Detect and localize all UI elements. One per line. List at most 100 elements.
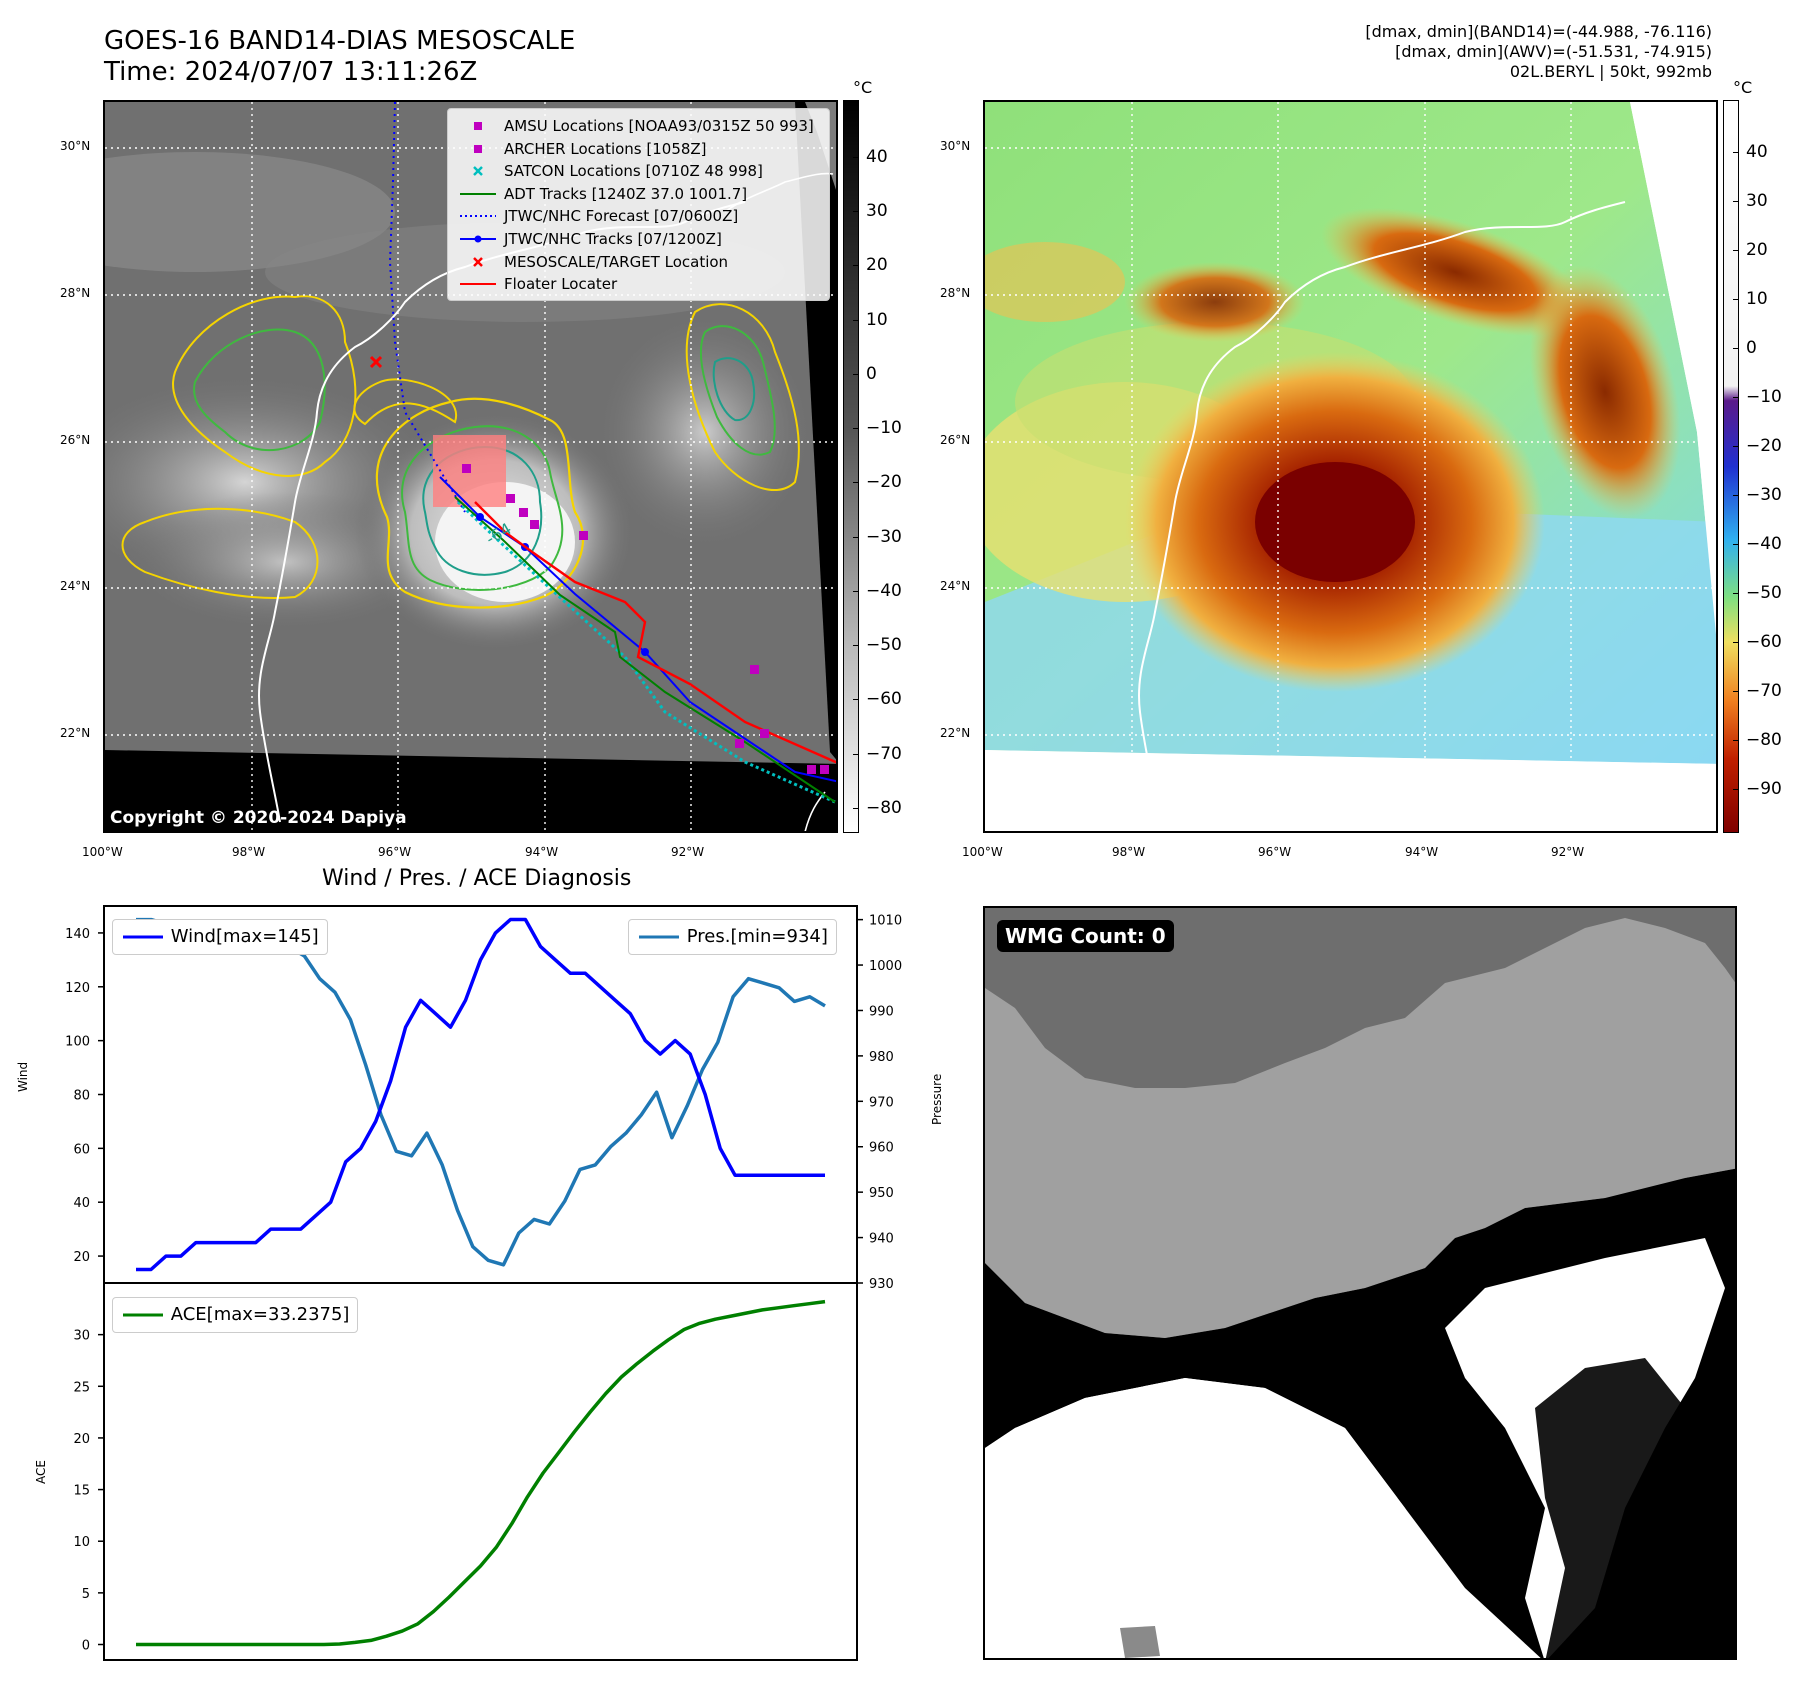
lon-label-96: 96°W [378, 845, 412, 859]
stats-line-3: 02L.BERYL | 50kt, 992mb [1509, 62, 1712, 81]
lon-label-94: 94°W [1405, 845, 1439, 859]
right-cb-tick: 20 [1733, 240, 1768, 260]
right-colorbar [1723, 100, 1739, 833]
pressure-tick-label: 970 [869, 1095, 894, 1110]
title-line-1: GOES-16 BAND14-DIAS MESOSCALE [104, 26, 576, 56]
pressure-axis-label: Pressure [930, 1073, 944, 1125]
legend-item-forecast: JTWC/NHC Forecast [07/0600Z] [456, 205, 821, 228]
lon-label-100: 100°W [82, 845, 123, 859]
wind-legend-label: Wind[max=145] [170, 926, 319, 947]
stats-header: [dmax, dmin](BAND14)=(-44.988, -76.116) … [1365, 22, 1712, 82]
square-marker-icon [458, 115, 498, 138]
ace-tick-label: 5 [82, 1587, 90, 1602]
wind-tick-label: 80 [73, 1089, 90, 1104]
ace-tick-label: 30 [73, 1329, 90, 1344]
copyright-text: Copyright © 2020-2024 Dapiya [110, 808, 407, 828]
diagnosis-title: Wind / Pres. / ACE Diagnosis [322, 866, 632, 891]
wmg-map [985, 908, 1735, 1658]
ace-legend: ACE[max=33.2375] [112, 1297, 359, 1333]
lat-label-26: 26°N [940, 433, 971, 447]
right-cb-tick: 30 [1733, 191, 1768, 211]
lon-label-94: 94°W [525, 845, 559, 859]
pressure-tick-label: 960 [869, 1141, 894, 1156]
lat-label-22: 22°N [60, 726, 91, 740]
square-marker-icon [458, 138, 498, 161]
left-cb-tick: 0 [853, 364, 877, 384]
title-line-2: Time: 2024/07/07 13:11:26Z [104, 57, 478, 87]
legend-label-tracks: JTWC/NHC Tracks [07/1200Z] [504, 229, 722, 248]
lon-label-98: 98°W [1112, 845, 1146, 859]
pressure-tick-label: 940 [869, 1232, 894, 1247]
lat-label-22: 22°N [940, 726, 971, 740]
lon-label-98: 98°W [232, 845, 266, 859]
enhanced-ir-map [985, 102, 1716, 831]
pressure-tick-label: 950 [869, 1186, 894, 1201]
left-cb-tick: 30 [853, 201, 888, 221]
ace-axis-label: ACE [34, 1460, 48, 1484]
ace-tick-label: 20 [73, 1432, 90, 1447]
x-marker-icon [458, 251, 498, 274]
left-cb-tick: −70 [853, 744, 902, 764]
left-colorbar-unit: °C [853, 78, 873, 97]
left-cb-tick: −20 [853, 472, 902, 492]
legend-label-floater: Floater Locater [504, 275, 618, 294]
left-colorbar [843, 100, 859, 833]
right-cb-tick: −40 [1733, 534, 1782, 554]
wind-tick-label: 40 [73, 1196, 90, 1211]
right-cb-tick: −90 [1733, 779, 1782, 799]
lon-label-100: 100°W [962, 845, 1003, 859]
ace-legend-label: ACE[max=33.2375] [170, 1304, 350, 1325]
pressure-tick-label: 1010 [869, 914, 902, 929]
ir-map-panel: -64 AMSU Locations [NOAA93/0315Z 50 993]… [103, 100, 838, 833]
right-cb-tick: −60 [1733, 632, 1782, 652]
lon-label-96: 96°W [1258, 845, 1292, 859]
pressure-legend-label: Pres.[min=934] [686, 926, 828, 947]
legend-label-amsu: AMSU Locations [NOAA93/0315Z 50 993] [504, 117, 814, 135]
pressure-tick-label: 990 [869, 1004, 894, 1019]
wind-axis-label: Wind [16, 1061, 30, 1092]
lat-label-28: 28°N [60, 286, 91, 300]
wind-tick-label: 140 [65, 927, 90, 942]
line-key-icon [458, 183, 498, 206]
lat-label-24: 24°N [940, 579, 971, 593]
main-title: GOES-16 BAND14-DIAS MESOSCALE Time: 2024… [104, 26, 575, 88]
left-cb-tick: −40 [853, 581, 902, 601]
legend-label-satcon: SATCON Locations [0710Z 48 998] [504, 162, 763, 181]
wind-tick-label: 100 [65, 1035, 90, 1050]
right-cb-tick: −30 [1733, 485, 1782, 505]
ace-tick-label: 25 [73, 1380, 90, 1395]
legend-item-target: MESOSCALE/TARGET Location [456, 251, 821, 274]
right-cb-tick: −80 [1733, 730, 1782, 750]
left-cb-tick: 20 [853, 255, 888, 275]
x-marker-icon [458, 160, 498, 183]
stats-line-1: [dmax, dmin](BAND14)=(-44.988, -76.116) [1365, 22, 1712, 41]
ace-plot-frame [103, 1282, 858, 1661]
stats-line-2: [dmax, dmin](AWV)=(-51.531, -74.915) [1395, 42, 1712, 61]
pressure-series-line [136, 917, 826, 1267]
line-key-icon [458, 273, 498, 296]
right-cb-tick: −50 [1733, 583, 1782, 603]
pressure-tick-label: 1000 [869, 959, 902, 974]
lat-label-30: 30°N [940, 139, 971, 153]
right-cb-tick: −10 [1733, 387, 1782, 407]
legend-label-target: MESOSCALE/TARGET Location [504, 252, 729, 271]
dotted-line-key-icon [458, 205, 498, 228]
lat-label-28: 28°N [940, 286, 971, 300]
pressure-tick-label: 980 [869, 1050, 894, 1065]
wind-tick-label: 20 [73, 1250, 90, 1265]
legend-item-adt: ADT Tracks [1240Z 37.0 1001.7] [456, 183, 821, 206]
wmg-panel: WMG Count: 0 [983, 906, 1737, 1660]
left-cb-tick: −30 [853, 527, 902, 547]
wind-tick-label: 60 [73, 1142, 90, 1157]
wind-series-line [136, 917, 825, 1272]
wind-plot-frame [103, 905, 858, 1284]
lat-label-26: 26°N [60, 433, 91, 447]
map-legend: AMSU Locations [NOAA93/0315Z 50 993] ARC… [447, 108, 830, 301]
right-colorbar-unit: °C [1733, 78, 1753, 97]
left-cb-tick: −50 [853, 635, 902, 655]
ace-tick-label: 15 [73, 1484, 90, 1499]
ace-series-line [136, 1299, 826, 1647]
wind-line-key-icon [123, 935, 163, 939]
legend-item-archer: ARCHER Locations [1058Z] [456, 138, 821, 161]
left-cb-tick: −10 [853, 418, 902, 438]
